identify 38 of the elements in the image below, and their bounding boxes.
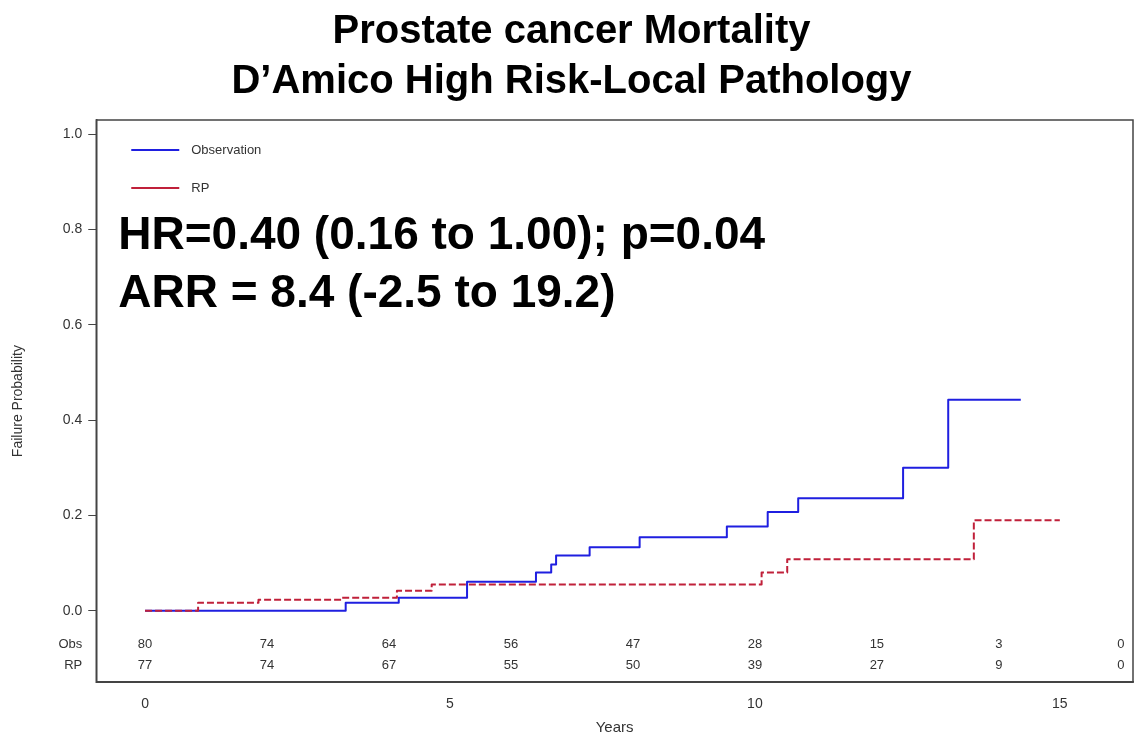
annotation: 28 xyxy=(747,635,763,651)
text: RP xyxy=(64,657,83,673)
annotation: 80 xyxy=(137,635,153,651)
annotation: 50 xyxy=(625,657,641,673)
annotation: 27 xyxy=(869,657,885,673)
y-tick-label: 0.2 xyxy=(62,506,83,523)
y-tick-label: 0.8 xyxy=(62,220,83,237)
x-tick-label: 10 xyxy=(747,695,763,712)
annotation: ARR = 8.4 (-2.5 to 19.2) xyxy=(118,265,616,318)
y-tick-label: 0.6 xyxy=(62,315,83,332)
y-axis-title: Failure Probability xyxy=(9,345,26,458)
x-axis-title: Years xyxy=(595,718,634,736)
annotation: 0 xyxy=(1117,657,1125,673)
annotation: HR=0.40 (0.16 to 1.00); p=0.04 xyxy=(118,207,766,260)
chart-title: Prostate cancer Mortality xyxy=(332,7,812,52)
annotation: 77 xyxy=(137,657,153,673)
chart-subtitle: D’Amico High Risk-Local Pathology xyxy=(231,57,913,102)
annotation: 74 xyxy=(259,657,275,673)
y-tick-label: 1.0 xyxy=(62,125,83,142)
text: Obs xyxy=(58,635,83,651)
annotation: 47 xyxy=(625,635,641,651)
annotation: 0 xyxy=(1117,635,1125,651)
x-tick-label: 15 xyxy=(1052,695,1068,712)
x-tick-label: 0 xyxy=(141,695,150,712)
y-tick-label: 0.0 xyxy=(62,601,83,618)
x-tick-label: 5 xyxy=(446,695,455,712)
annotation: 56 xyxy=(503,635,519,651)
annotation: 67 xyxy=(381,657,397,673)
legend-label: RP xyxy=(191,179,210,195)
annotation: 74 xyxy=(259,635,275,651)
annotation: 39 xyxy=(747,657,763,673)
annotation: 55 xyxy=(503,657,519,673)
annotation: 3 xyxy=(995,635,1003,651)
annotation: 15 xyxy=(869,635,885,651)
annotation: 64 xyxy=(381,635,397,651)
annotation: 9 xyxy=(995,657,1003,673)
y-tick-label: 0.4 xyxy=(62,411,83,428)
legend-label: Observation xyxy=(191,141,262,157)
